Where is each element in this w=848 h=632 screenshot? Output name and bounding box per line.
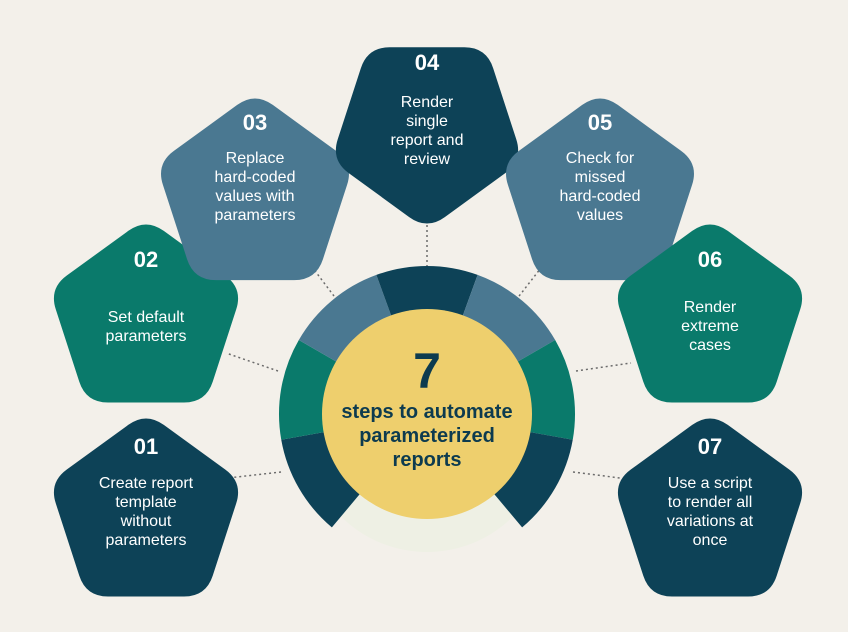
hub-title-line-1: steps to automate xyxy=(341,401,512,423)
connector-line-1 xyxy=(227,471,282,479)
step-01-text-line-1: Create report xyxy=(99,475,194,492)
step-04-text-line-1: Render xyxy=(401,94,454,111)
step-pentagon-01 xyxy=(53,418,239,597)
step-node-05: 05 Check for missed hard-coded values xyxy=(506,98,694,281)
step-03-text-line-2: hard-coded xyxy=(215,169,296,186)
step-01-text-line-3: without xyxy=(120,513,172,530)
step-number-07: 07 xyxy=(698,434,722,459)
connector-lines xyxy=(225,217,632,479)
step-01-text-line-2: template xyxy=(115,494,176,511)
step-node-01: 01 Create report template without parameters xyxy=(53,418,239,597)
step-04-text-line-4: review xyxy=(404,151,451,168)
step-06-text-line-1: Render xyxy=(684,299,737,316)
step-pentagon-07 xyxy=(617,418,803,597)
step-05-text-line-4: values xyxy=(577,207,623,224)
step-07-text-line-4: once xyxy=(693,532,728,549)
step-number-05: 05 xyxy=(588,110,612,135)
step-04-text-line-3: report and xyxy=(391,132,464,149)
hub-ring-segment-1 xyxy=(281,432,361,528)
hub-title-line-2: parameterized xyxy=(359,425,495,447)
hub-center-circle xyxy=(322,309,532,519)
step-03-text-line-3: values with xyxy=(215,188,294,205)
step-number-04: 04 xyxy=(415,50,440,75)
step-number-03: 03 xyxy=(243,110,267,135)
step-04-text-line-2: single xyxy=(406,113,448,130)
step-number-06: 06 xyxy=(698,247,722,272)
step-pentagon-03 xyxy=(161,98,349,281)
step-06-text-line-2: extreme xyxy=(681,318,739,335)
step-number-01: 01 xyxy=(134,434,158,459)
step-05-text-line-3: hard-coded xyxy=(560,188,641,205)
step-07-text-line-2: to render all xyxy=(668,494,753,511)
step-03-text-line-4: parameters xyxy=(215,207,296,224)
step-number-02: 02 xyxy=(134,247,158,272)
hub-ring-segment-7 xyxy=(493,432,573,528)
step-node-06: 06 Render extreme cases xyxy=(617,224,803,403)
step-02-text-line-1: Set default xyxy=(108,309,185,326)
hub-ring-segment-3 xyxy=(298,274,392,362)
step-nodes: 01 Create report template without parameters… xyxy=(53,47,803,597)
step-02-text-line-2: parameters xyxy=(106,328,187,345)
step-01-text-line-4: parameters xyxy=(106,532,187,549)
step-node-04: 04 Render single report and review xyxy=(335,47,519,224)
step-node-03: 03 Replace hard-coded values with parameters xyxy=(161,98,349,281)
connector-line-2 xyxy=(225,352,279,372)
step-pentagon-06 xyxy=(617,224,803,403)
hub-number: 7 xyxy=(413,343,441,399)
step-05-text-line-2: missed xyxy=(575,169,626,186)
connector-line-6 xyxy=(575,362,632,372)
step-pentagon-04 xyxy=(335,47,519,224)
hub-ring-segment-5 xyxy=(462,274,556,362)
step-03-text-line-1: Replace xyxy=(226,150,285,167)
hub-ring-segment-4 xyxy=(376,266,478,317)
step-pentagon-05 xyxy=(506,98,694,281)
step-06-text-line-3: cases xyxy=(689,337,731,354)
step-07-text-line-3: variations at xyxy=(667,513,754,530)
step-07-text-line-1: Use a script xyxy=(668,475,753,492)
hub-title-line-3: reports xyxy=(393,449,462,471)
step-05-text-line-1: Check for xyxy=(566,150,635,167)
step-node-07: 07 Use a script to render all variations at… xyxy=(617,418,803,597)
